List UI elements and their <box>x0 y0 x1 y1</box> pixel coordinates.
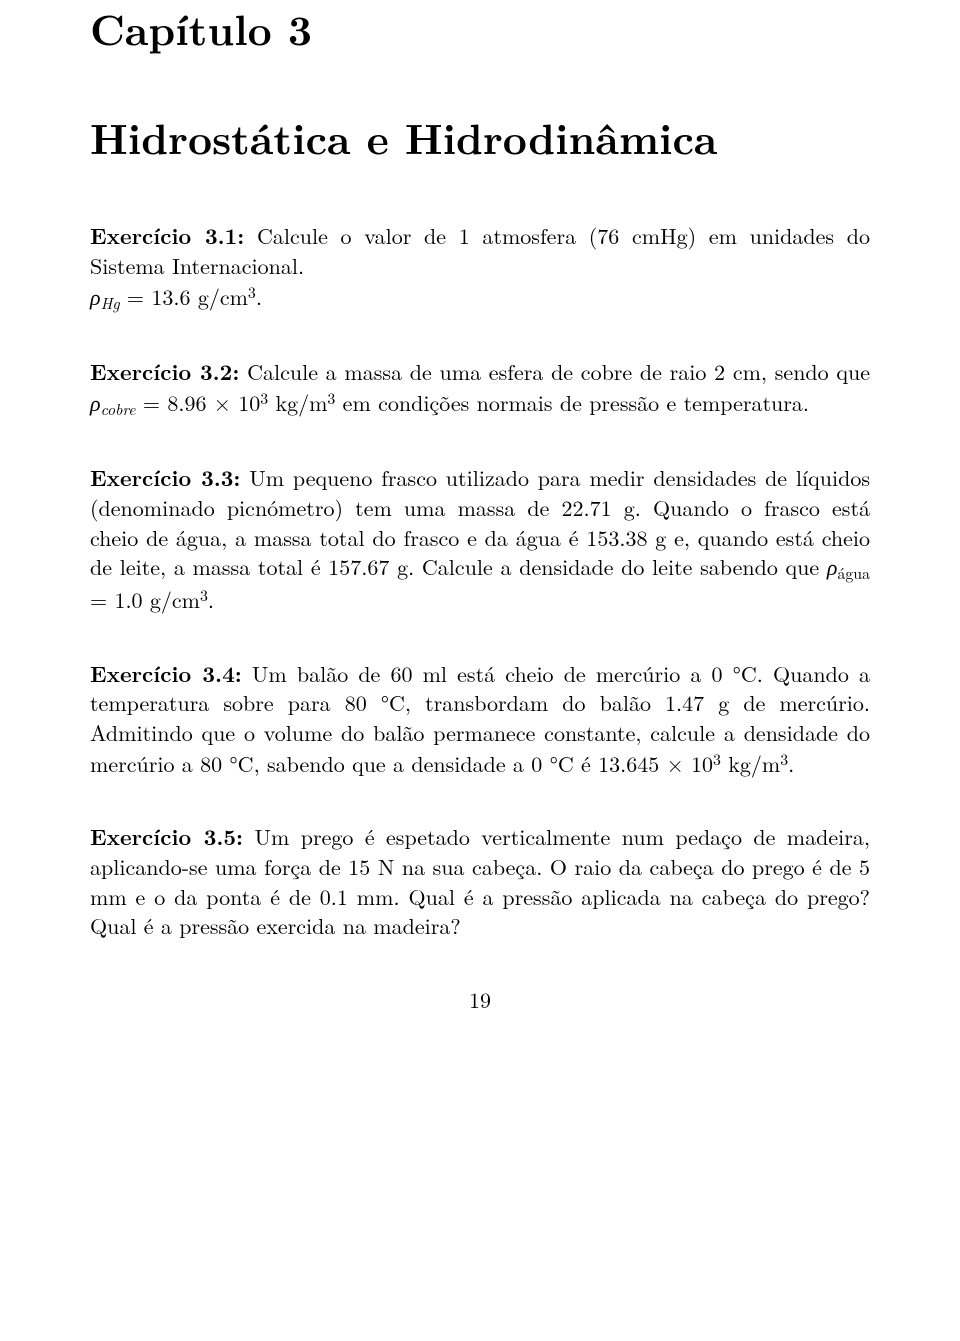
rho-subscript: água <box>837 561 870 584</box>
exercise-3-4: Exercício 3.4: Um balão de 60 ml está ch… <box>90 659 870 779</box>
period: . <box>788 748 794 779</box>
superscript: 3 <box>248 280 256 303</box>
period: . <box>208 584 214 615</box>
period: . <box>256 281 262 312</box>
page-number: 19 <box>90 985 870 1015</box>
superscript: 3 <box>780 747 788 770</box>
superscript: 3 <box>260 386 268 409</box>
chapter-label: Capítulo 3 <box>90 0 870 57</box>
unit: kg/m <box>268 387 327 418</box>
rho-subscript: cobre <box>101 397 136 420</box>
superscript: 3 <box>200 583 208 606</box>
exercise-text: em condições normais de pressão e temper… <box>335 387 809 418</box>
equation: = 1.0 g/cm <box>90 584 200 615</box>
exercise-label: Exercício 3.2: <box>90 356 239 387</box>
exercise-label: Exercício 3.4: <box>90 658 242 689</box>
exercise-3-5: Exercício 3.5: Um prego é espetado verti… <box>90 822 870 941</box>
equation: = 8.96 × 10 <box>136 387 261 418</box>
exercise-3-3: Exercício 3.3: Um pequeno frasco utiliza… <box>90 463 870 614</box>
unit: kg/m <box>721 748 780 779</box>
chapter-title: Hidrostática e Hidrodinâmica <box>90 109 870 166</box>
exercise-label: Exercício 3.3: <box>90 462 240 493</box>
rho-symbol: ρ <box>90 281 101 312</box>
rho-symbol: ρ <box>90 387 101 418</box>
exercise-3-1: Exercício 3.1: Calcule o valor de 1 atmo… <box>90 221 870 313</box>
equation: = 13.6 g/cm <box>120 281 248 312</box>
superscript: 3 <box>713 747 721 770</box>
exercise-label: Exercício 3.1: <box>90 220 244 251</box>
exercise-label: Exercício 3.5: <box>90 821 243 852</box>
exercise-text: Calcule a massa de uma esfera de cobre d… <box>247 356 870 387</box>
page: Capítulo 3 Hidrostática e Hidrodinâmica … <box>0 0 960 1341</box>
rho-symbol: ρ <box>827 551 838 582</box>
rho-subscript: Hg <box>101 291 120 314</box>
exercise-3-2: Exercício 3.2: Calcule a massa de uma es… <box>90 357 870 419</box>
